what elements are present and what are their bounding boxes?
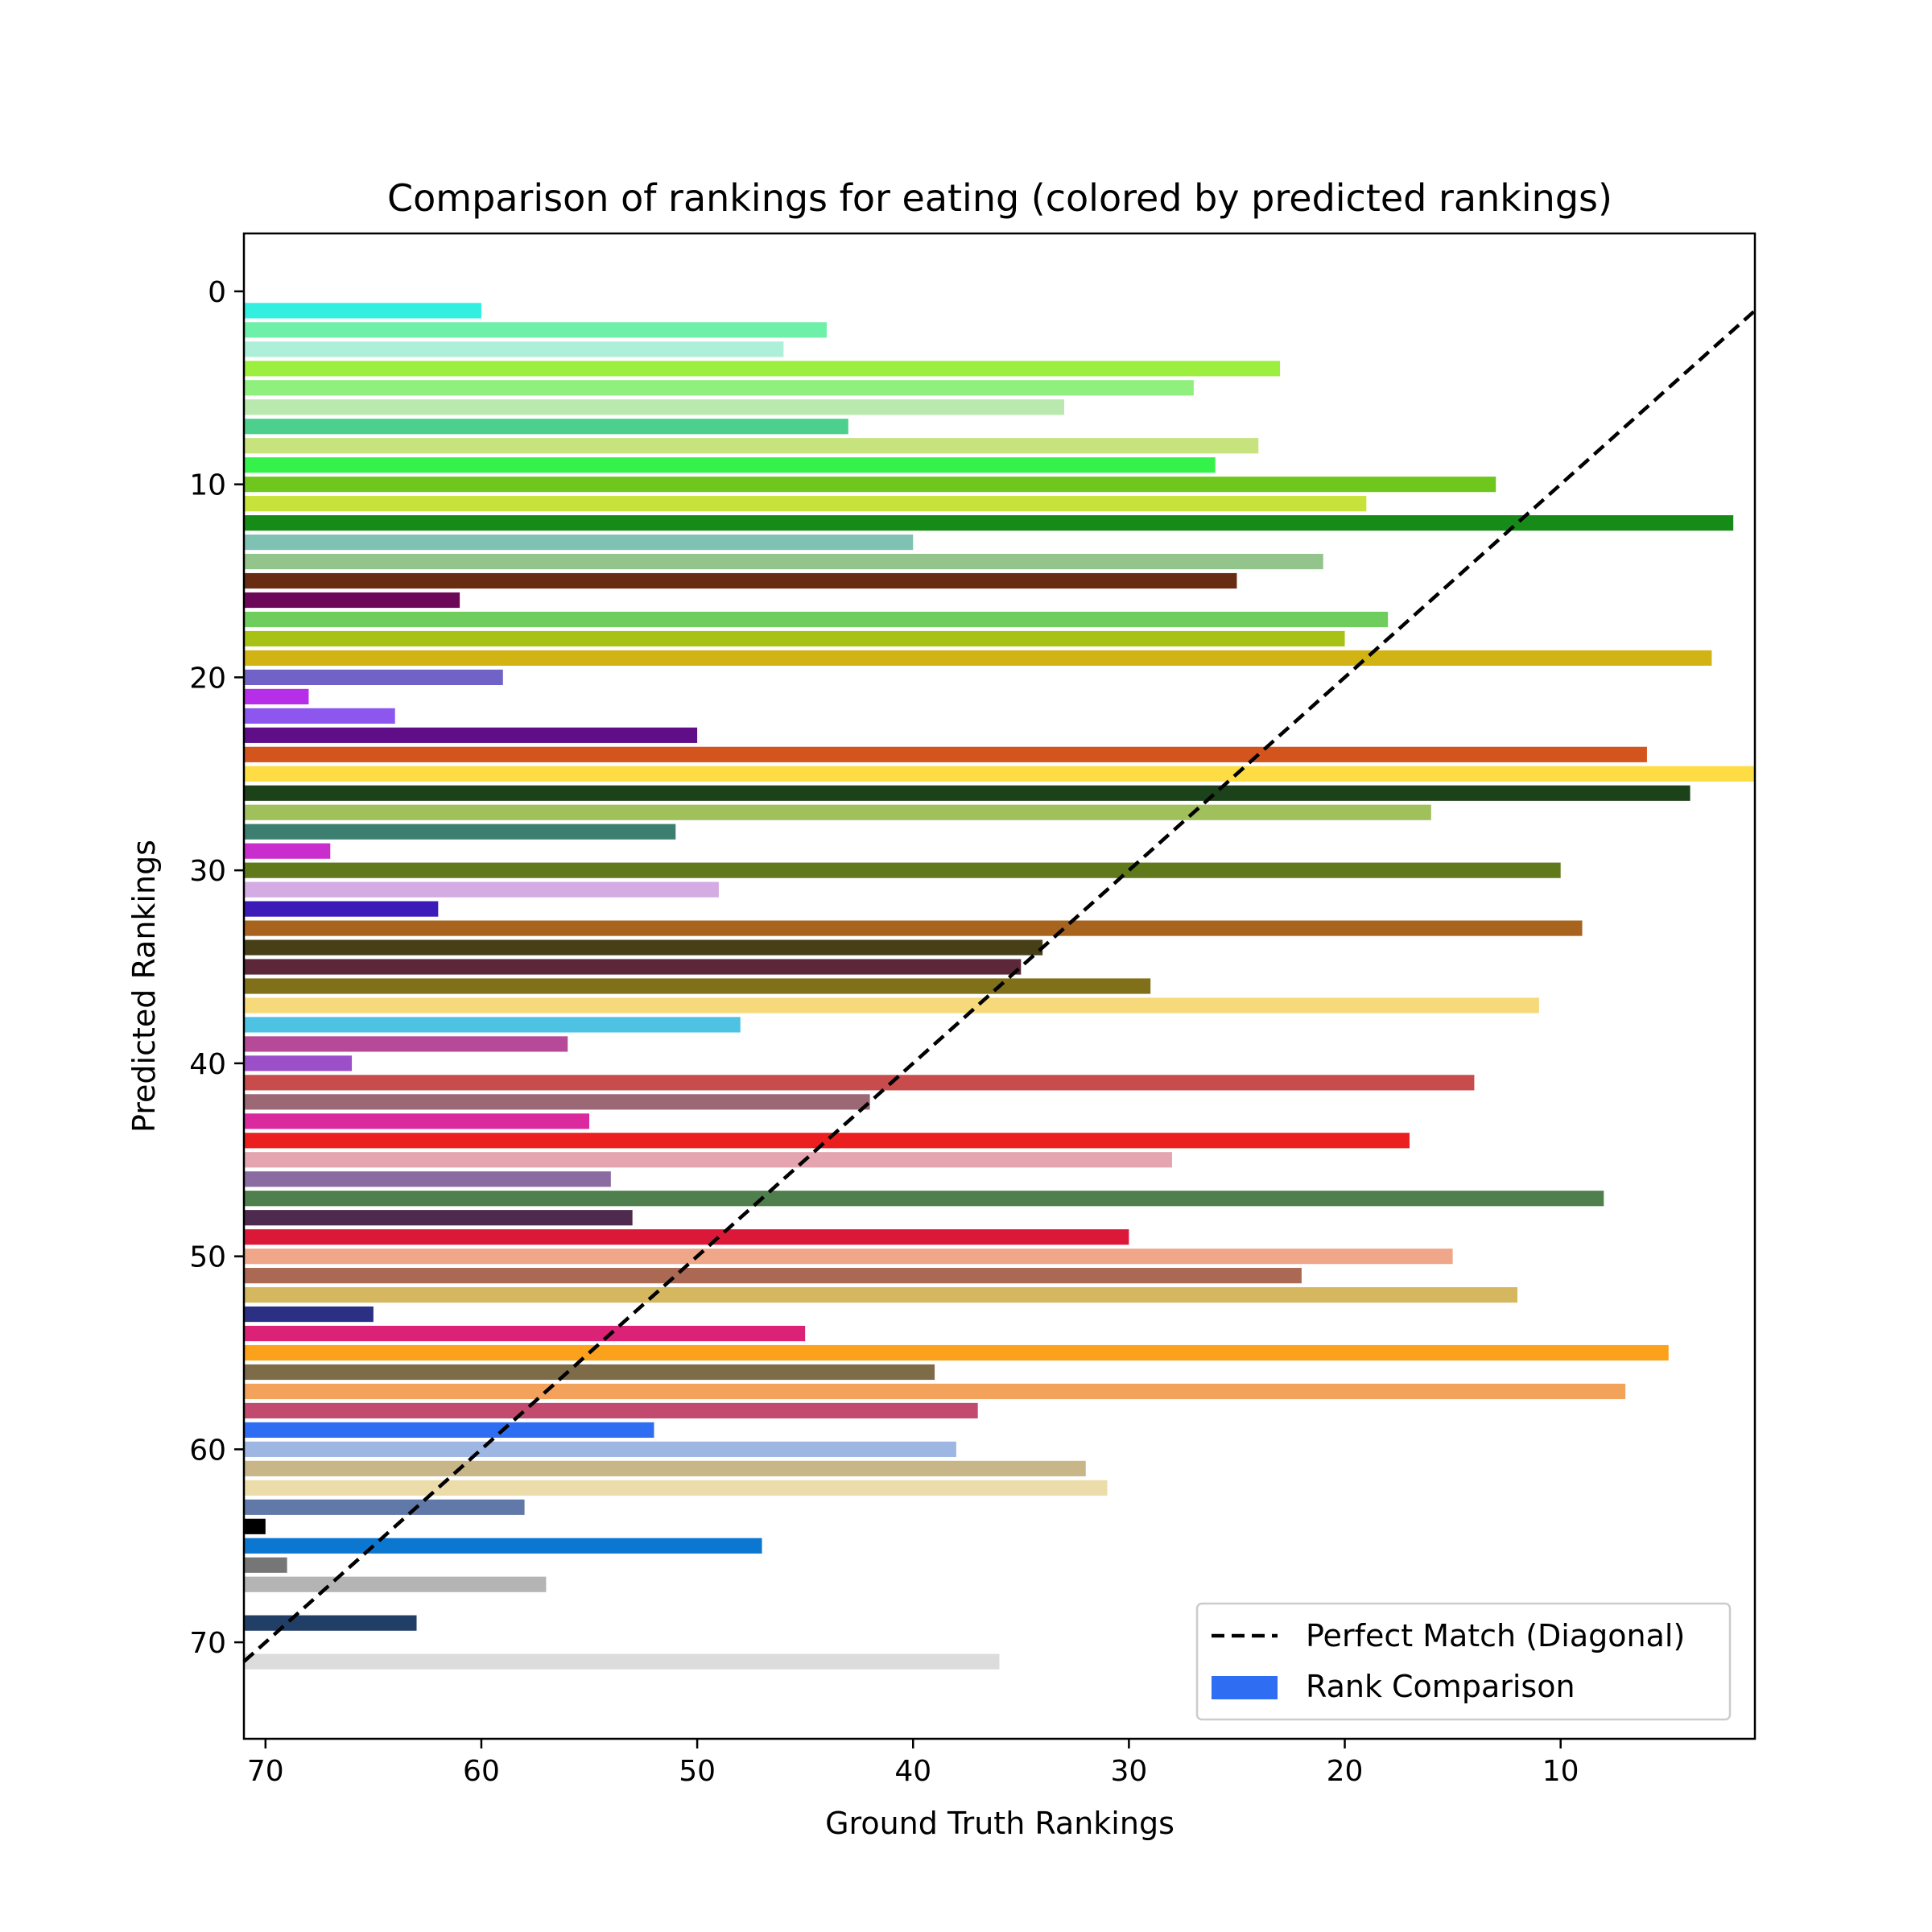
bar-pred-54 [244, 1325, 806, 1342]
bar-pred-18 [244, 630, 1345, 647]
chart-title: Comparison of rankings for eating (color… [387, 176, 1612, 220]
bar-pred-71 [244, 1653, 1000, 1670]
bar-pred-67 [244, 1576, 547, 1592]
bar-pred-48 [244, 1210, 633, 1226]
bar-pred-35 [244, 959, 1022, 975]
bar-pred-10 [244, 477, 1496, 493]
bar-pred-62 [244, 1480, 1108, 1496]
bar-pred-52 [244, 1287, 1518, 1303]
x-tick-label: 50 [679, 1755, 716, 1788]
bar-pred-50 [244, 1249, 1453, 1265]
bar-pred-4 [244, 361, 1281, 377]
bar-pred-37 [244, 997, 1539, 1013]
bar-pred-69 [244, 1615, 417, 1631]
bar-pred-23 [244, 727, 698, 743]
y-tick-label: 60 [189, 1434, 226, 1467]
x-tick-label: 60 [463, 1755, 500, 1788]
legend: Perfect Match (Diagonal) Rank Comparison [1195, 1602, 1732, 1721]
y-tick-label: 20 [189, 662, 226, 695]
bar-pred-58 [244, 1402, 978, 1419]
bar-pred-34 [244, 939, 1043, 956]
bar-pred-29 [244, 843, 331, 859]
y-tick-label: 50 [189, 1241, 226, 1274]
bar-pred-19 [244, 650, 1712, 667]
y-tick-label: 0 [208, 276, 226, 309]
bar-pred-40 [244, 1055, 353, 1071]
legend-rank-label: Rank Comparison [1306, 1669, 1575, 1704]
bar-pred-56 [244, 1364, 935, 1381]
bar-pred-17 [244, 611, 1389, 628]
bar-pred-11 [244, 496, 1367, 512]
bar-pred-64 [244, 1518, 266, 1534]
bar-pred-32 [244, 901, 439, 917]
bar-pred-51 [244, 1268, 1302, 1284]
bar-pred-46 [244, 1171, 611, 1187]
bar-pred-59 [244, 1422, 654, 1438]
plot-frame [242, 232, 1757, 1740]
bar-pred-22 [244, 708, 395, 724]
y-axis-title: Predicted Rankings [126, 840, 162, 1133]
bar-pred-45 [244, 1152, 1173, 1168]
bar-pred-36 [244, 978, 1151, 994]
bar-pred-53 [244, 1306, 374, 1323]
perfect-match-diagonal [242, 309, 1757, 1663]
x-tick-label: 10 [1542, 1755, 1579, 1788]
x-tick-label: 30 [1110, 1755, 1147, 1788]
bar-pred-3 [244, 341, 784, 357]
bar-pred-6 [244, 399, 1064, 415]
bar-pred-30 [244, 862, 1561, 878]
bar-pred-60 [244, 1441, 956, 1457]
bar-pred-20 [244, 669, 503, 685]
y-tick-label: 40 [189, 1048, 226, 1081]
bar-pred-7 [244, 419, 848, 435]
bar-pred-5 [244, 380, 1194, 396]
x-tick-label: 70 [247, 1755, 284, 1788]
bar-pred-15 [244, 572, 1237, 589]
bars-group [244, 303, 1755, 1670]
bar-pred-57 [244, 1383, 1626, 1400]
bar-pred-43 [244, 1113, 590, 1129]
bar-pred-16 [244, 592, 460, 609]
y-tick-label: 30 [189, 855, 226, 888]
bar-pred-49 [244, 1229, 1129, 1245]
bar-pred-31 [244, 881, 719, 898]
bar-pred-13 [244, 535, 914, 551]
bar-pred-25 [244, 766, 1755, 782]
bar-pred-1 [244, 303, 481, 319]
x-tick-label: 20 [1327, 1755, 1364, 1788]
bar-pred-26 [244, 785, 1690, 801]
y-tick-label: 10 [189, 469, 226, 502]
bar-pred-65 [244, 1538, 762, 1554]
legend-frame [1195, 1602, 1732, 1721]
x-axis-title: Ground Truth Rankings [825, 1806, 1174, 1841]
bar-pred-61 [244, 1460, 1086, 1476]
bar-pred-44 [244, 1133, 1410, 1149]
bar-pred-39 [244, 1036, 568, 1052]
x-tick-label: 40 [894, 1755, 931, 1788]
bar-pred-27 [244, 804, 1431, 820]
bar-pred-8 [244, 438, 1259, 454]
bar-pred-21 [244, 688, 309, 704]
bar-pred-9 [244, 457, 1216, 473]
bar-pred-12 [244, 515, 1734, 531]
bar-pred-14 [244, 553, 1323, 570]
bar-pred-38 [244, 1017, 741, 1033]
bar-pred-2 [244, 322, 827, 338]
bar-pred-41 [244, 1075, 1475, 1091]
legend-rank-swatch [1212, 1676, 1278, 1699]
bar-pred-42 [244, 1094, 870, 1110]
bar-pred-47 [244, 1191, 1604, 1207]
bar-pred-66 [244, 1557, 287, 1573]
y-tick-label: 70 [189, 1627, 226, 1660]
bar-pred-33 [244, 920, 1583, 936]
legend-diagonal-label: Perfect Match (Diagonal) [1306, 1618, 1685, 1653]
bar-pred-24 [244, 746, 1647, 762]
bar-pred-28 [244, 824, 676, 840]
bar-pred-63 [244, 1499, 525, 1515]
bar-pred-55 [244, 1344, 1669, 1361]
ticks-group: 70 60 50 40 30 20 10 0 10 20 30 40 50 60 70 [189, 276, 1579, 1788]
